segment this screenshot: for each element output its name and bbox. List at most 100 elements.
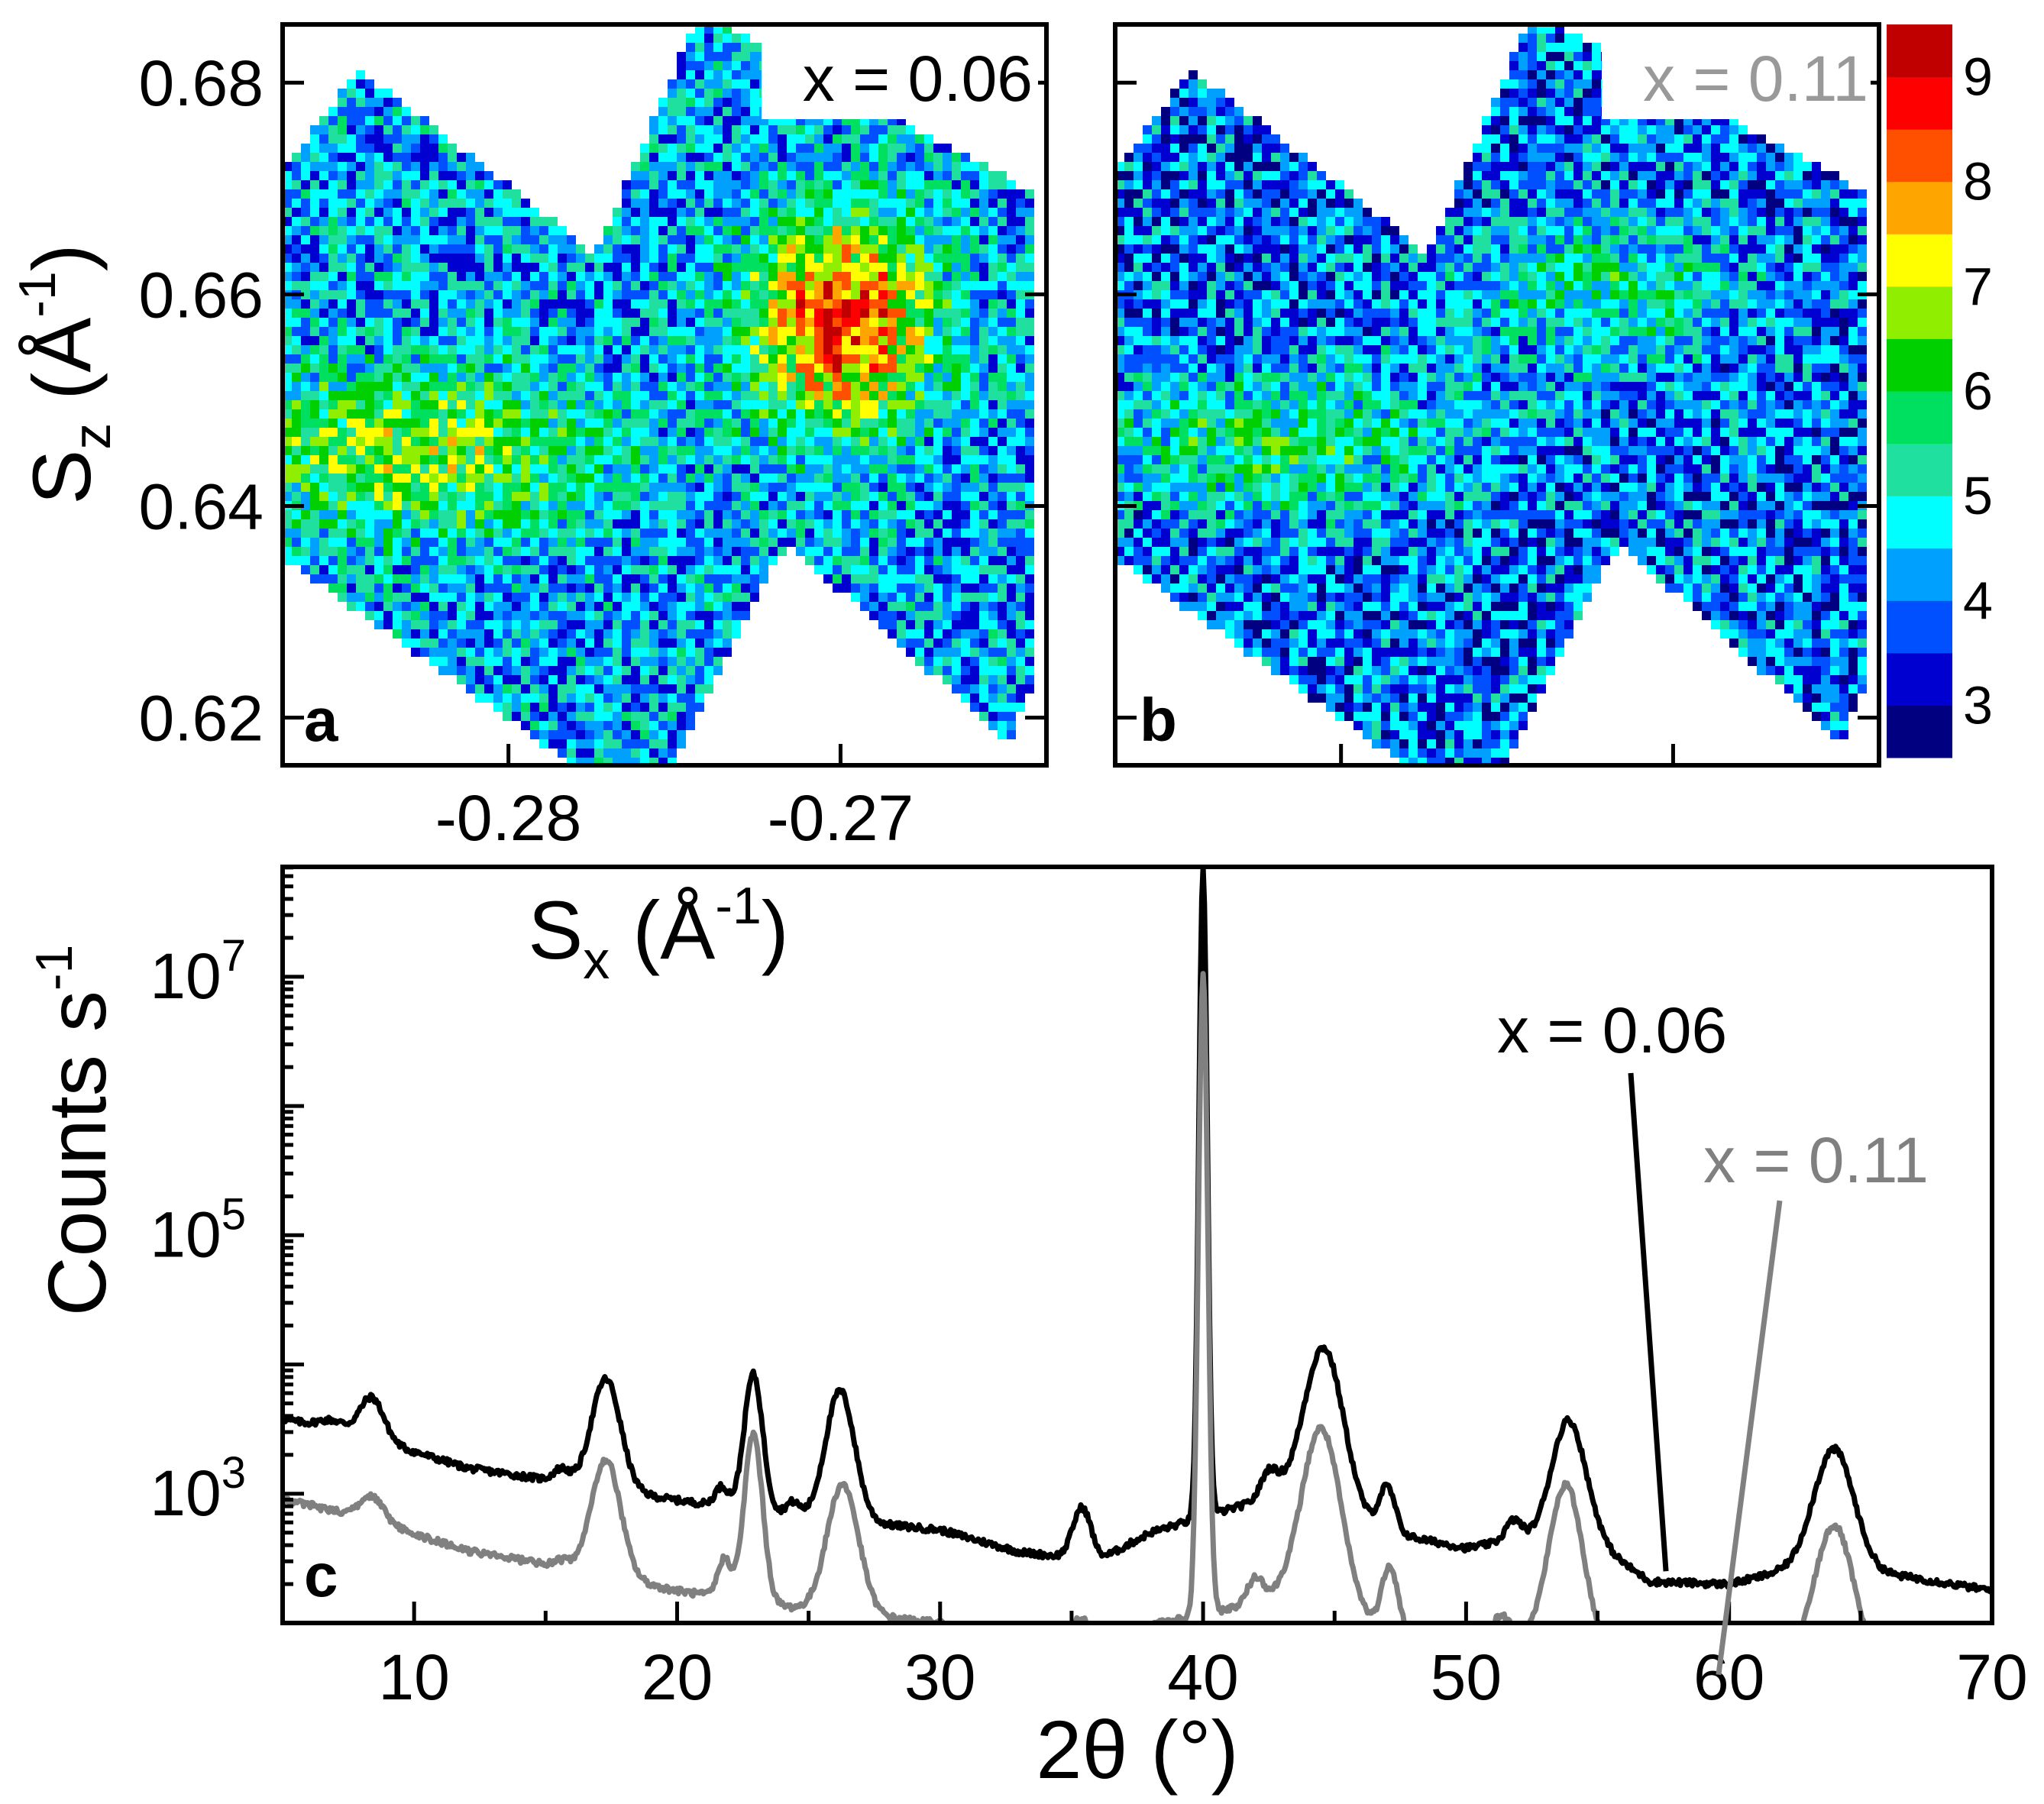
heatmap-cell xyxy=(814,529,823,538)
heatmap-a-cells xyxy=(283,24,1034,765)
heatmap-cell xyxy=(631,657,640,666)
heatmap-cell xyxy=(668,483,677,492)
heatmap-cell xyxy=(741,116,750,125)
heatmap-cell xyxy=(383,409,393,419)
heatmap-cell xyxy=(677,125,686,134)
heatmap-cell xyxy=(759,254,768,263)
heatmap-cell xyxy=(787,263,796,272)
heatmap-cell xyxy=(1016,281,1025,290)
heatmap-cell xyxy=(1555,70,1564,79)
heatmap-cell xyxy=(1025,299,1034,309)
heatmap-cell xyxy=(668,758,677,765)
heatmap-cell xyxy=(640,510,649,519)
heatmap-cell xyxy=(1555,34,1564,43)
heatmap-cell xyxy=(420,263,429,272)
heatmap-cell xyxy=(961,437,970,446)
heatmap-cell xyxy=(310,419,319,428)
heatmap-cell xyxy=(640,519,649,529)
heatmap-cell xyxy=(429,345,438,354)
heatmap-cell xyxy=(787,309,796,318)
heatmap-cell xyxy=(512,547,521,556)
heatmap-cell xyxy=(503,455,512,464)
heatmap-cell xyxy=(924,336,933,345)
heatmap-cell xyxy=(924,574,933,584)
heatmap-cell xyxy=(961,464,970,474)
heatmap-cell xyxy=(319,547,328,556)
heatmap-cell xyxy=(558,419,567,428)
heatmap-cell xyxy=(778,217,787,226)
heatmap-cell xyxy=(915,345,924,354)
heatmap-cell xyxy=(878,437,888,446)
heatmap-cell xyxy=(988,400,998,409)
heatmap-cell xyxy=(466,345,475,354)
heatmap-cell xyxy=(658,318,668,327)
heatmap-cell xyxy=(374,199,383,208)
heatmap-cell xyxy=(677,712,686,721)
heatmap-cell xyxy=(915,199,924,208)
heatmap-cell xyxy=(603,584,613,593)
heatmap-cell xyxy=(924,364,933,373)
heatmap-cell xyxy=(723,391,732,400)
heatmap-cell xyxy=(301,492,310,501)
heatmap-cell xyxy=(998,208,1007,217)
heatmap-cell xyxy=(301,354,310,364)
heatmap-cell xyxy=(952,162,961,171)
heatmap-cell xyxy=(878,244,888,254)
heatmap-cell xyxy=(503,208,512,217)
heatmap-cell xyxy=(576,492,585,501)
heatmap-cell xyxy=(732,529,741,538)
heatmap-cell xyxy=(457,400,466,409)
heatmap-cell xyxy=(668,574,677,584)
heatmap-cell xyxy=(979,611,988,620)
heatmap-cell xyxy=(869,364,878,373)
heatmap-cell xyxy=(603,492,613,501)
heatmap-cell xyxy=(658,354,668,364)
heatmap-cell xyxy=(842,519,851,529)
heatmap-cell xyxy=(677,584,686,593)
heatmap-cell xyxy=(823,327,833,336)
heatmap-cell xyxy=(393,125,402,134)
heatmap-cell xyxy=(393,144,402,153)
heatmap-cell xyxy=(915,208,924,217)
heatmap-cell xyxy=(787,171,796,180)
heatmap-cell xyxy=(805,144,814,153)
heatmap-cell xyxy=(759,281,768,290)
heatmap-cell xyxy=(475,309,484,318)
heatmap-cell xyxy=(301,529,310,538)
heatmap-cell xyxy=(539,299,548,309)
heatmap-cell xyxy=(466,492,475,501)
heatmap-cell xyxy=(576,675,585,684)
heatmap-cell xyxy=(878,272,888,281)
heatmap-cell xyxy=(695,34,704,43)
heatmap-cell xyxy=(979,556,988,565)
heatmap-cell xyxy=(594,666,603,675)
heatmap-cell xyxy=(704,510,713,519)
heatmap-cell xyxy=(833,556,842,565)
heatmap-cell xyxy=(576,629,585,639)
heatmap-cell xyxy=(374,510,383,519)
heatmap-cell xyxy=(649,611,658,620)
heatmap-cell xyxy=(713,400,723,409)
heatmap-cell xyxy=(750,281,759,290)
heatmap-cell xyxy=(1007,382,1016,391)
heatmap-cell xyxy=(585,419,594,428)
heatmap-cell xyxy=(943,428,952,437)
heatmap-cell xyxy=(961,400,970,409)
heatmap-cell xyxy=(970,400,979,409)
heatmap-cell xyxy=(429,648,438,657)
heatmap-cell xyxy=(1025,281,1034,290)
heatmap-cell xyxy=(622,639,631,648)
heatmap-cell xyxy=(704,208,713,217)
heatmap-cell xyxy=(603,235,613,244)
heatmap-cell xyxy=(952,189,961,199)
heatmap-cell xyxy=(521,391,530,400)
heatmap-cell xyxy=(521,409,530,419)
heatmap-cell xyxy=(658,226,668,235)
heatmap-cell xyxy=(374,602,383,611)
heatmap-cell xyxy=(823,547,833,556)
heatmap-cell xyxy=(778,529,787,538)
heatmap-cell xyxy=(448,327,457,336)
heatmap-cell xyxy=(356,125,365,134)
heatmap-cell xyxy=(823,235,833,244)
heatmap-cell xyxy=(961,693,970,703)
